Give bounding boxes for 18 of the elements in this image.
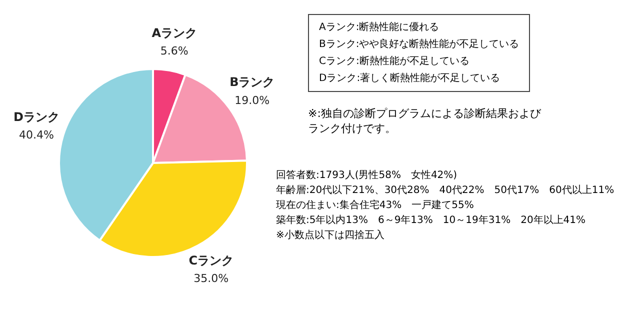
- slice-label: Aランク: [152, 26, 197, 40]
- slice-label: Cランク: [188, 253, 234, 268]
- text: Bランク:やや良好な断熱性能が不足している: [319, 38, 520, 52]
- text: Cランク:断熱性能が不足している: [319, 54, 470, 69]
- data-label: 5.6%: [160, 44, 188, 58]
- text: 回答者数:1793人(男性58% 女性42%): [276, 168, 458, 183]
- text: 築年数:5年以内13% 6～9年13% 10～19年31% 20年以上41%: [276, 214, 587, 228]
- slice-label: Dランク: [14, 110, 60, 124]
- data-label: 35.0%: [194, 272, 229, 286]
- text: 年齢層:20代以下21%、30代28% 40代22% 50代17% 60代以上11%: [276, 184, 614, 198]
- slice-label: Bランク: [230, 75, 275, 90]
- text: Aランク:断熱性能に優れる: [319, 20, 440, 35]
- data-label: 19.0%: [234, 94, 270, 107]
- text: 現在の住まい:集合住宅43% 一戸建て55%: [276, 198, 475, 213]
- text: Dランク:著しく断熱性能が不足している: [319, 72, 502, 86]
- text: ※小数点以下は四捨五入: [276, 228, 386, 243]
- text: ※:独自の診断プログラムによる診断結果およびランク付けです。: [308, 106, 542, 136]
- data-label: 40.4%: [19, 128, 54, 142]
